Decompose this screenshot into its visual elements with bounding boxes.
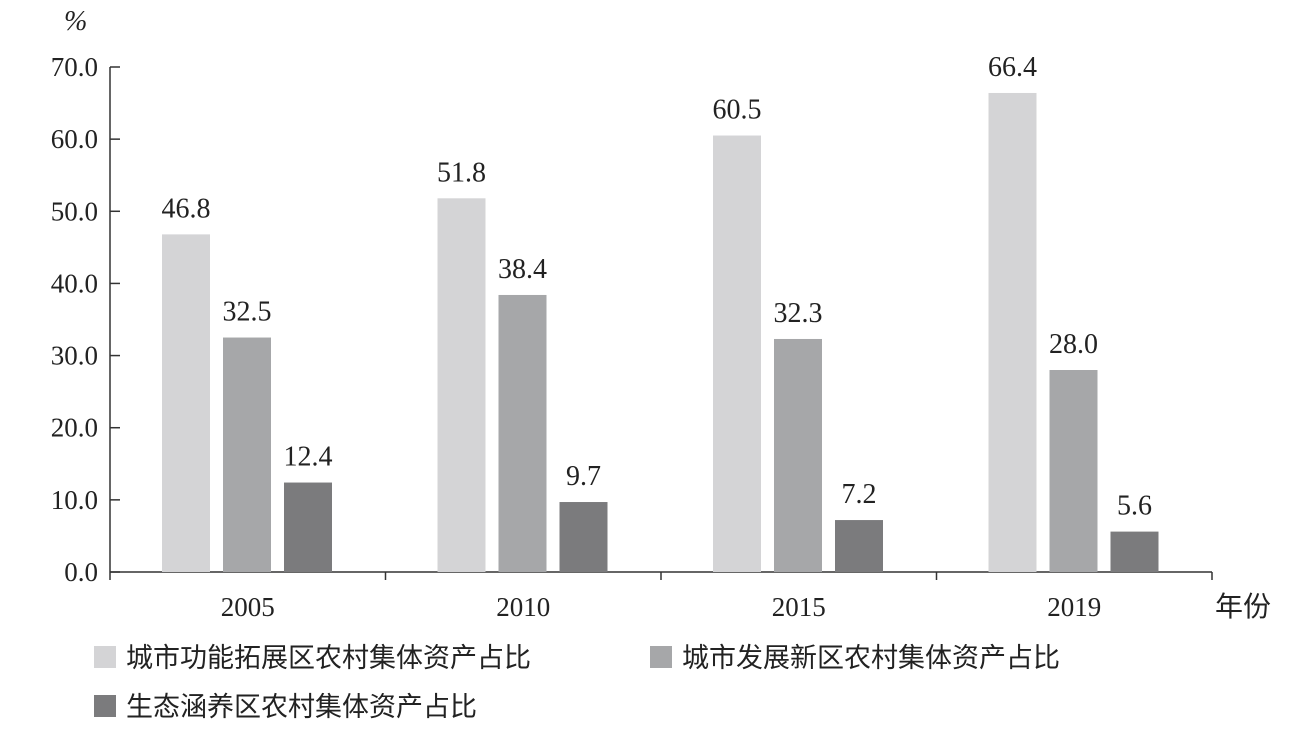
- y-tick-label: 60.0: [51, 124, 98, 154]
- bar-value-label: 12.4: [284, 442, 333, 473]
- bar-value-label: 32.5: [223, 297, 272, 328]
- x-tick-label: 2015: [772, 592, 826, 622]
- x-axis: 2005 2010 2015 2019: [109, 571, 1213, 622]
- x-tick-label: 2010: [496, 592, 550, 622]
- bar: [835, 520, 883, 572]
- bar: [223, 337, 271, 572]
- legend-swatch: [650, 646, 672, 668]
- bar: [1110, 531, 1159, 572]
- x-tick-label: 2005: [221, 592, 275, 622]
- legend-label: 城市发展新区农村集体资产占比: [682, 643, 1060, 674]
- bar-value-label: 32.3: [774, 298, 823, 329]
- y-tick-label: 70.0: [51, 52, 98, 82]
- bar: [437, 198, 486, 573]
- x-axis-label: 年份: [1215, 590, 1271, 623]
- y-unit-label: %: [64, 6, 87, 37]
- y-tick-label: 30.0: [51, 341, 98, 371]
- legend-label: 城市功能拓展区农村集体资产占比: [126, 643, 531, 674]
- bar: [774, 338, 822, 572]
- legend: 城市功能拓展区农村集体资产占比 城市发展新区农村集体资产占比生态涵养区农村集体资产…: [94, 643, 1060, 723]
- y-tick-label: 40.0: [51, 268, 98, 298]
- legend-swatch: [94, 646, 116, 668]
- bar-value-label: 9.7: [566, 461, 601, 492]
- bar-value-label: 51.8: [437, 157, 486, 188]
- bars: [162, 92, 1159, 573]
- bar-value-label: 60.5: [713, 95, 762, 126]
- legend-label: 生态涵养区农村集体资产占比: [126, 692, 477, 723]
- y-tick-label: 50.0: [51, 196, 98, 226]
- bar: [988, 92, 1037, 572]
- bar: [559, 502, 608, 572]
- y-tick-label: 0.0: [64, 557, 98, 587]
- x-tick-label: 2019: [1047, 592, 1101, 622]
- bar-value-label: 38.4: [498, 254, 547, 285]
- bar: [162, 234, 210, 572]
- bar: [284, 482, 332, 572]
- bar: [498, 294, 547, 572]
- bar-labels: 46.8 32.5 12.4 51.8 38.4 9.7 60.5 32.3 7.2 66.4 28…: [162, 52, 1153, 522]
- y-tick-label: 20.0: [51, 413, 98, 443]
- bar-value-label: 5.6: [1117, 491, 1152, 522]
- y-axis: 0.0 10.0 20.0 30.0 40.0 50.0 60.0 70.0: [51, 52, 120, 587]
- bar-value-label: 66.4: [988, 52, 1037, 83]
- bar-value-label: 46.8: [162, 193, 211, 224]
- bar: [713, 135, 761, 573]
- bar-value-label: 7.2: [842, 479, 877, 510]
- bar: [1049, 370, 1098, 572]
- bar-value-label: 28.0: [1049, 329, 1098, 360]
- y-tick-label: 10.0: [51, 485, 98, 515]
- legend-swatch: [94, 695, 116, 717]
